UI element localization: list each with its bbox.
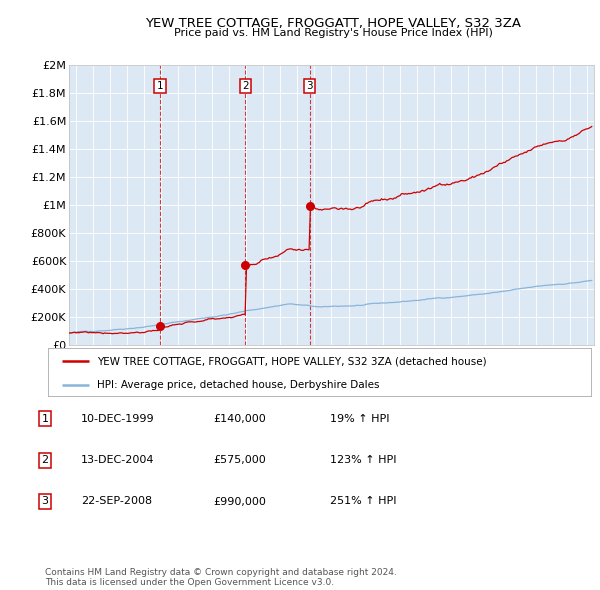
- Text: 19% ↑ HPI: 19% ↑ HPI: [330, 414, 389, 424]
- Text: 13-DEC-2004: 13-DEC-2004: [81, 455, 155, 465]
- Text: Contains HM Land Registry data © Crown copyright and database right 2024.
This d: Contains HM Land Registry data © Crown c…: [45, 568, 397, 587]
- Text: £140,000: £140,000: [213, 414, 266, 424]
- Text: £575,000: £575,000: [213, 455, 266, 465]
- Text: 1: 1: [157, 81, 163, 91]
- Text: 10-DEC-1999: 10-DEC-1999: [81, 414, 155, 424]
- Text: 22-SEP-2008: 22-SEP-2008: [81, 497, 152, 506]
- Text: 2: 2: [41, 455, 49, 465]
- Text: 3: 3: [41, 497, 49, 506]
- Text: 2: 2: [242, 81, 249, 91]
- Text: 123% ↑ HPI: 123% ↑ HPI: [330, 455, 397, 465]
- Text: 251% ↑ HPI: 251% ↑ HPI: [330, 497, 397, 506]
- Text: £990,000: £990,000: [213, 497, 266, 506]
- Text: 3: 3: [307, 81, 313, 91]
- Text: YEW TREE COTTAGE, FROGGATT, HOPE VALLEY, S32 3ZA: YEW TREE COTTAGE, FROGGATT, HOPE VALLEY,…: [145, 17, 521, 30]
- Text: HPI: Average price, detached house, Derbyshire Dales: HPI: Average price, detached house, Derb…: [97, 381, 379, 391]
- Text: Price paid vs. HM Land Registry's House Price Index (HPI): Price paid vs. HM Land Registry's House …: [173, 28, 493, 38]
- Text: 1: 1: [41, 414, 49, 424]
- Text: YEW TREE COTTAGE, FROGGATT, HOPE VALLEY, S32 3ZA (detached house): YEW TREE COTTAGE, FROGGATT, HOPE VALLEY,…: [97, 356, 487, 366]
